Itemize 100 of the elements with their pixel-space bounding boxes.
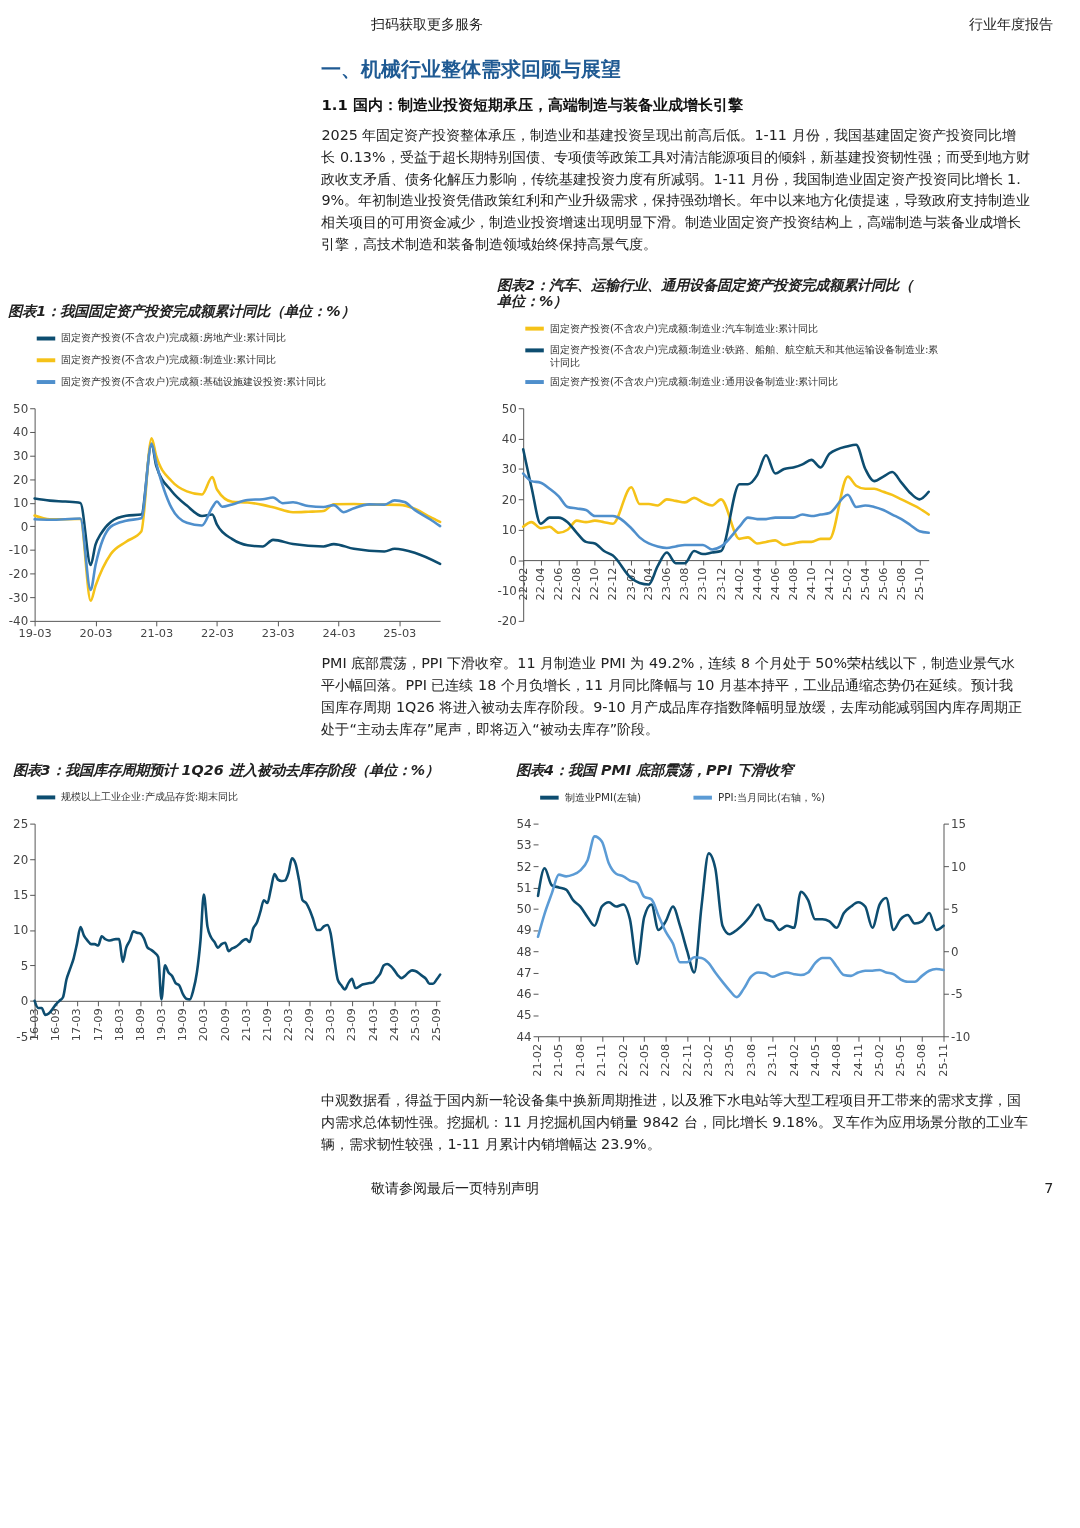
x-tick-label: 25-08: [914, 1043, 929, 1077]
y-tick-label: 0: [20, 519, 29, 534]
y-tick-label: 50: [501, 401, 517, 416]
x-tick-label: 21-11: [594, 1043, 609, 1077]
x-tick-label: 16-09: [48, 1008, 63, 1042]
y-tick-label: 20: [13, 472, 29, 487]
x-tick-label: 24-04: [749, 567, 764, 601]
chart-title: 图表2：汽车、运输行业、通用设备固定资产投资完成额累计同比（单位：%）: [496, 276, 915, 309]
text: 7: [1044, 1179, 1054, 1196]
x-tick-label: 24-11: [850, 1043, 865, 1077]
y2-tick-label: 5: [950, 902, 959, 917]
x-tick-label: 21-02: [530, 1043, 545, 1077]
x-tick-label: 24-09: [386, 1008, 401, 1042]
x-tick-label: 24-06: [767, 567, 782, 601]
legend-label: 固定资产投资(不含农户)完成额:基础设施建设投资:累计同比: [61, 375, 327, 387]
legend-label: 固定资产投资(不含农户)完成额:房地产业:累计同比: [61, 331, 287, 344]
y-tick-label: 30: [501, 462, 517, 477]
x-tick-label: 24-08: [785, 567, 800, 601]
x-tick-label: 21-03: [238, 1008, 253, 1042]
text: 扫码获取更多服务: [369, 16, 483, 33]
x-tick-label: 23-08: [743, 1043, 758, 1077]
x-tick-label: 22-08: [658, 1043, 673, 1077]
text: 1.1 国内：制造业投资短期承压，高端制造与装备业成增长引擎: [321, 95, 744, 113]
x-tick-label: 25-06: [875, 567, 890, 601]
y-tick-label: 54: [516, 817, 532, 832]
y-tick-label: 52: [516, 859, 532, 874]
chart-title: 图表1：我国固定资产投资完成额累计同比（单位：%）: [8, 302, 355, 319]
chart-title: 图表4：我国 PMI 底部震荡，PPI 下滑收窄: [516, 761, 797, 778]
y-tick-label: 46: [516, 987, 532, 1002]
x-tick-label: 21-09: [259, 1008, 274, 1042]
x-tick-label: 25-11: [935, 1043, 950, 1077]
x-tick-label: 24-02: [786, 1043, 801, 1077]
y2-tick-label: -10: [950, 1029, 971, 1044]
x-tick-label: 23-05: [722, 1043, 737, 1077]
legend-label: 固定资产投资(不含农户)完成额:制造业:通用设备制造业:累计同比: [549, 375, 839, 387]
x-tick-label: 22-02: [515, 567, 530, 601]
x-tick-label: 25-10: [911, 567, 926, 601]
y-tick-label: 10: [13, 496, 29, 511]
x-tick-label: 22-03: [280, 1008, 295, 1042]
y-tick-label: 50: [516, 902, 532, 917]
x-tick-label: 25-03: [383, 626, 417, 641]
x-tick-label: 24-10: [803, 567, 818, 601]
x-tick-label: 19-03: [153, 1008, 168, 1042]
x-tick-label: 20-03: [79, 626, 113, 641]
legend-label: PPI:当月同比(右轴，%): [718, 790, 826, 803]
x-tick-label: 23-10: [695, 567, 710, 601]
x-tick-label: 21-03: [140, 626, 174, 641]
y-tick-label: 45: [516, 1008, 532, 1023]
chart-title: 图表3：我国库存周期预计 1Q26 进入被动去库存阶段（单位：%）: [12, 761, 439, 778]
x-tick-label: 22-10: [587, 567, 602, 601]
line-series: [536, 835, 945, 999]
x-tick-label: 25-02: [872, 1043, 887, 1077]
y-tick-label: 48: [516, 944, 532, 959]
x-tick-label: 24-02: [731, 567, 746, 601]
y-tick-label: 49: [516, 923, 532, 938]
x-tick-label: 20-03: [196, 1008, 211, 1042]
y2-tick-label: 10: [950, 859, 967, 874]
y-tick-label: -20: [497, 614, 517, 629]
y-tick-label: 40: [13, 425, 29, 440]
text: 行业年度报告: [969, 16, 1054, 33]
y-tick-label: -5: [16, 1029, 29, 1044]
y-tick-label: -30: [8, 590, 29, 605]
y-tick-label: -40: [8, 614, 29, 629]
x-tick-label: 23-03: [261, 626, 295, 641]
y-tick-label: 10: [13, 923, 29, 938]
x-tick-label: 23-06: [659, 567, 674, 601]
y-tick-label: 47: [516, 965, 532, 980]
x-tick-label: 18-09: [132, 1008, 147, 1042]
y-tick-label: 50: [13, 401, 29, 416]
y-tick-label: 0: [20, 994, 29, 1009]
x-tick-label: 23-03: [323, 1008, 338, 1042]
text: 2025 年固定资产投资整体承压，制造业和基建投资呈现出前高后低。1-11 月份，我国基建固定资产投资同比增长 0.13%，受益于超长期特别国债、专项债等政策工具对清洁能源项目的倾斜，新基建投资韧性强；而受到地方财政收支矛盾、债务化解压力影响，传统基建投资力度有所减弱。1-11 月份，我国制造业固定资产投资同比增长 1.9%。年初制造业投资凭借政策红利和产业升级需求，保持强劲增长。年中以来地方化债提速，导致政府支持制造业相关项目的可用资金减少，制造业投资增速出现明显下滑。制造业固定资产投资结构上，高端制造与装备业成增长引擎，高技术制造和装备制造领域始终保持高景气度。: [321, 127, 1031, 253]
y-tick-label: -10: [497, 583, 517, 598]
text: 一、机械行业整体需求回顾与展望: [321, 57, 622, 81]
x-tick-label: 19-03: [18, 626, 52, 641]
x-tick-label: 25-05: [892, 1043, 907, 1077]
legend-label: 固定资产投资(不含农户)完成额:制造业:汽车制造业:累计同比: [549, 321, 819, 334]
x-tick-label: 24-08: [829, 1043, 844, 1077]
x-tick-label: 23-04: [641, 567, 656, 601]
x-tick-label: 25-04: [857, 567, 872, 601]
y-tick-label: 10: [501, 523, 517, 538]
line-series: [536, 852, 945, 974]
x-tick-label: 22-06: [551, 567, 566, 601]
y-tick-label: 30: [13, 448, 29, 463]
x-tick-label: 22-09: [302, 1008, 317, 1042]
x-tick-label: 21-05: [551, 1043, 566, 1077]
y2-tick-label: 15: [950, 817, 967, 832]
x-tick-label: 25-02: [840, 567, 855, 601]
text: 中观数据看，得益于国内新一轮设备集中换新周期推进，以及雅下水电站等大型工程项目开工带来的需求支撑，国内需求总体韧性强。挖掘机：11 月挖掘机国内销量 9842 台，同比增长 9.18%。叉车作为应用场景分散的工业车辆，需求韧性较强，1-11 月累计内销增幅达 23.9%。: [321, 1092, 1028, 1153]
x-tick-label: 20-09: [217, 1008, 232, 1042]
x-tick-label: 23-11: [765, 1043, 780, 1077]
y-tick-label: 25: [13, 817, 29, 832]
y-tick-label: 44: [516, 1029, 532, 1044]
x-tick-label: 17-03: [69, 1008, 84, 1042]
y-tick-label: 20: [13, 852, 29, 867]
y-tick-label: 5: [20, 958, 29, 973]
legend-label: 规模以上工业企业:产成品存货:期末同比: [61, 790, 239, 803]
x-tick-label: 17-09: [90, 1008, 105, 1042]
y-tick-label: 51: [516, 880, 532, 895]
x-tick-label: 24-03: [365, 1008, 380, 1042]
